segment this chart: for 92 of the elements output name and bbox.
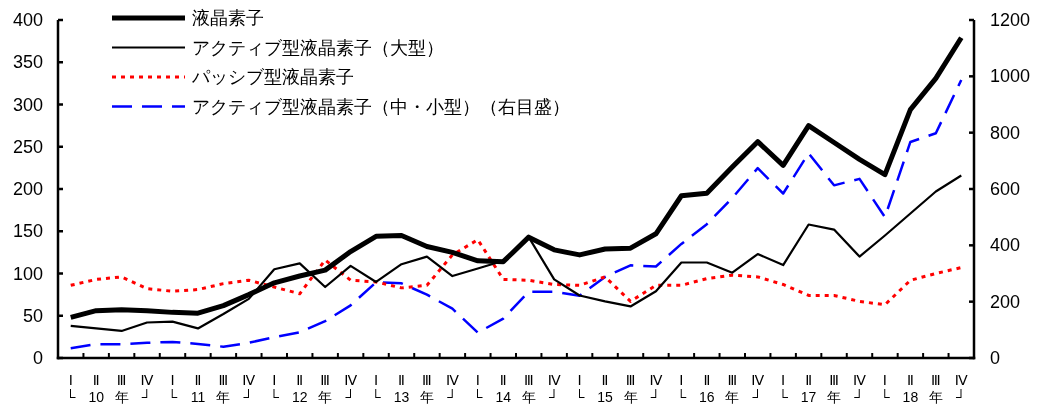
- xtick: 年: [521, 389, 536, 405]
- xtick: └: [167, 389, 178, 405]
- xtick: ┘: [243, 389, 254, 405]
- xtick: └: [676, 389, 687, 405]
- xtick: ┘: [447, 389, 458, 405]
- xtick: └: [269, 389, 280, 405]
- xtick: 年: [114, 389, 129, 405]
- xtick: Ⅲ: [931, 372, 941, 388]
- xtick: Ⅲ: [829, 372, 839, 388]
- legend-label: 液晶素子: [192, 8, 264, 28]
- xtick: Ⅱ: [805, 372, 813, 388]
- y2tick: 200: [990, 291, 1021, 312]
- ytick: 350: [12, 52, 43, 73]
- ytick: 300: [12, 94, 43, 115]
- xtick: ┘: [142, 389, 152, 405]
- xtick: 14: [495, 389, 512, 405]
- xtick: ┘: [854, 389, 865, 405]
- xtick: Ⅰ: [374, 372, 379, 388]
- xtick: Ⅲ: [218, 372, 229, 388]
- xtick: Ⅱ: [92, 372, 100, 388]
- xtick: 年: [419, 389, 434, 405]
- ytick: 200: [12, 179, 43, 199]
- xtick: Ⅳ: [445, 372, 459, 388]
- ytick: 50: [22, 305, 43, 326]
- xtick: Ⅲ: [523, 372, 534, 388]
- xtick: 15: [597, 389, 613, 405]
- xtick: Ⅱ: [906, 372, 914, 388]
- xtick: Ⅳ: [649, 372, 663, 388]
- xtick: Ⅲ: [422, 372, 432, 388]
- xtick: 17: [800, 389, 817, 405]
- xtick: ┘: [651, 389, 661, 405]
- xtick: Ⅳ: [140, 372, 154, 388]
- xtick: Ⅳ: [344, 372, 358, 388]
- xtick: Ⅱ: [499, 372, 507, 388]
- y2tick: 800: [990, 122, 1021, 143]
- xtick: ┘: [549, 389, 560, 405]
- xtick: └: [778, 389, 789, 405]
- legend-label: アクティブ型液晶素子（大型）: [192, 37, 444, 58]
- xtick: Ⅰ: [475, 372, 480, 388]
- legend-label: アクティブ型液晶素子（中・小型）（右目盛）: [192, 96, 570, 117]
- xtick: 年: [216, 389, 231, 405]
- legend-label: パッシブ型液晶素子: [192, 67, 354, 87]
- xtick: Ⅱ: [194, 372, 202, 388]
- xtick: └: [880, 389, 890, 405]
- xtick: Ⅱ: [296, 372, 304, 388]
- ytick: 100: [12, 263, 43, 284]
- xtick: └: [371, 389, 381, 405]
- xtick: Ⅳ: [853, 372, 866, 388]
- xtick: 12: [291, 389, 308, 405]
- y2tick: 600: [990, 179, 1021, 199]
- y2tick: 1000: [990, 66, 1031, 87]
- xtick: Ⅰ: [170, 372, 175, 388]
- y2tick: 1200: [990, 10, 1031, 30]
- xtick: Ⅰ: [68, 372, 73, 388]
- xtick: Ⅰ: [272, 372, 277, 388]
- xtick: Ⅰ: [679, 372, 684, 388]
- xtick: Ⅲ: [625, 372, 636, 388]
- xtick: Ⅰ: [781, 372, 786, 388]
- ytick: 0: [33, 348, 43, 368]
- xtick: Ⅰ: [882, 372, 887, 388]
- y2tick: 400: [990, 235, 1021, 256]
- xtick: └: [574, 389, 585, 405]
- xtick: Ⅱ: [601, 372, 609, 388]
- xtick: Ⅳ: [954, 372, 968, 388]
- xtick: 16: [699, 389, 715, 405]
- xtick: 11: [190, 389, 206, 405]
- ytick: 150: [12, 221, 43, 242]
- xtick: 18: [902, 389, 919, 405]
- xtick: Ⅱ: [398, 372, 405, 388]
- y2tick: 0: [990, 348, 1000, 368]
- xtick: Ⅱ: [703, 372, 711, 388]
- xtick: ┘: [345, 389, 356, 405]
- xtick: Ⅳ: [547, 372, 561, 388]
- ytick: 250: [12, 136, 43, 157]
- xtick: Ⅲ: [320, 372, 330, 388]
- xtick: Ⅲ: [727, 372, 738, 388]
- xtick: 10: [88, 389, 104, 405]
- xtick: 年: [827, 389, 842, 405]
- xtick: 年: [725, 389, 740, 405]
- xtick: └: [65, 389, 76, 405]
- xtick: Ⅳ: [751, 372, 765, 388]
- ytick: 400: [12, 10, 43, 30]
- xtick: 年: [623, 389, 638, 405]
- xtick: Ⅲ: [116, 372, 127, 388]
- xtick: Ⅳ: [242, 372, 256, 388]
- xtick: ┘: [752, 389, 763, 405]
- xtick: └: [472, 389, 483, 405]
- xtick: 年: [318, 389, 333, 405]
- xtick: 13: [393, 389, 410, 405]
- xtick: ┘: [956, 389, 967, 405]
- xtick: 年: [928, 389, 943, 405]
- xtick: Ⅰ: [577, 372, 582, 388]
